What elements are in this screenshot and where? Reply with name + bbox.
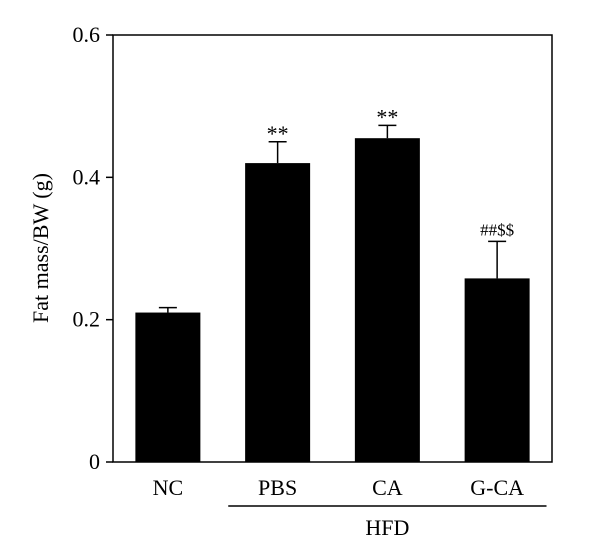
x-axis-category-labels: NC PBS CA G-CA <box>153 475 525 500</box>
y-tick-label: 0 <box>89 449 100 474</box>
y-axis-label: Fat mass/BW (g) <box>28 173 53 323</box>
plot-frame <box>112 34 553 463</box>
bars-group <box>135 138 530 463</box>
x-category-label: CA <box>372 475 403 500</box>
hfd-group-label: HFD <box>365 515 409 540</box>
x-category-label: G-CA <box>470 475 524 500</box>
significance-label-g-ca: ##$$ <box>480 220 514 239</box>
bar-ca <box>354 138 420 463</box>
significance-label-ca: ** <box>376 104 398 129</box>
y-axis-ticks: 0 0.2 0.4 0.6 <box>73 22 113 474</box>
y-tick-label: 0.2 <box>73 307 101 332</box>
bar-g-ca <box>464 278 530 462</box>
bar-nc <box>135 312 201 462</box>
y-tick-label: 0.4 <box>73 164 101 189</box>
y-tick-label: 0.6 <box>73 22 101 47</box>
x-category-label: PBS <box>258 475 297 500</box>
bar-pbs <box>245 163 311 462</box>
significance-annotations: ** ** ##$$ <box>267 104 515 239</box>
significance-label-pbs: ** <box>267 121 289 146</box>
error-bars-group <box>158 124 507 313</box>
x-category-label: NC <box>153 475 184 500</box>
